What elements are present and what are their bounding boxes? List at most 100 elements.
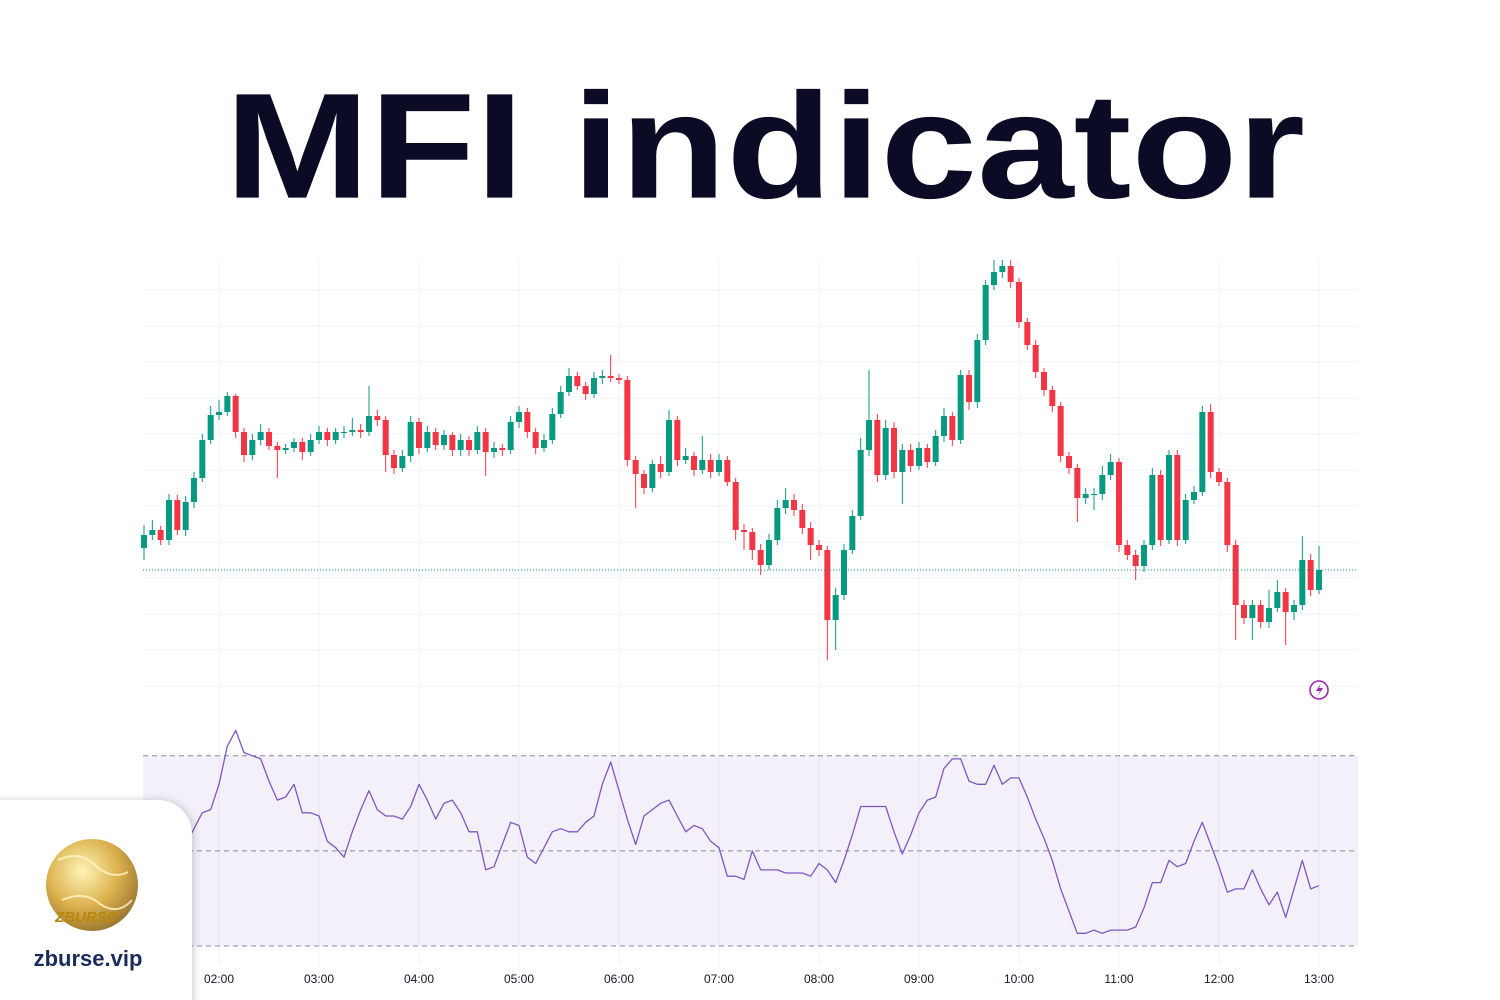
candle-body	[191, 478, 197, 502]
candle-body	[274, 446, 281, 450]
candle-body	[766, 540, 772, 565]
candle-body	[1191, 492, 1197, 500]
logo-globe	[46, 839, 138, 931]
candle-body	[907, 450, 914, 466]
candle-body	[966, 375, 972, 402]
candle-body	[549, 414, 556, 440]
candle-body	[916, 448, 922, 466]
candle-body	[1082, 494, 1089, 498]
chart-title: MFI indicator	[225, 62, 1305, 230]
candle-body	[1249, 605, 1256, 618]
candle-body	[749, 532, 756, 550]
x-tick-label: 02:00	[204, 972, 234, 986]
candle-body	[774, 508, 781, 540]
candle-body	[949, 416, 956, 440]
candle-body	[366, 416, 372, 432]
candle-body	[241, 432, 247, 455]
candle-body	[541, 440, 547, 448]
candle-body	[857, 450, 864, 516]
candle-body	[449, 435, 456, 450]
candle-body	[924, 448, 931, 462]
candle-body	[374, 416, 381, 420]
candle-body	[307, 440, 314, 452]
candle-body	[832, 595, 839, 620]
candle-body	[382, 420, 389, 455]
candle-body	[741, 530, 747, 532]
candle-body	[716, 460, 722, 472]
alert-icon	[1309, 680, 1329, 700]
x-tick-label: 03:00	[304, 972, 334, 986]
candle-body	[649, 464, 656, 488]
candle-body	[1074, 468, 1081, 498]
candle-body	[732, 482, 739, 530]
candle-body	[441, 435, 447, 445]
candle-body	[182, 502, 189, 530]
candle-body	[1007, 266, 1014, 282]
candle-body	[1307, 560, 1314, 590]
candle-body	[941, 416, 947, 436]
candle-body	[516, 412, 522, 422]
logo-site: zburse.vip	[34, 946, 143, 971]
x-tick-label: 13:00	[1304, 972, 1334, 986]
x-tick-label: 08:00	[804, 972, 834, 986]
candle-body	[666, 420, 672, 472]
candle-body	[282, 448, 289, 450]
candle-body	[557, 392, 564, 414]
x-tick-label: 04:00	[404, 972, 434, 986]
candle-body	[407, 422, 414, 456]
candle-body	[982, 285, 989, 340]
candle-body	[607, 376, 614, 378]
candle-body	[591, 378, 597, 394]
candle-body	[1149, 475, 1156, 545]
grid	[143, 260, 1358, 965]
candle-body	[1266, 608, 1272, 622]
candle-body	[474, 432, 481, 450]
candle-body	[707, 460, 714, 472]
candle-body	[1157, 475, 1164, 540]
candle-body	[1199, 412, 1206, 492]
candle-body	[1049, 390, 1056, 406]
candle-body	[799, 510, 806, 528]
candle-body	[1057, 406, 1064, 456]
candle-body	[874, 420, 881, 475]
candle-body	[491, 448, 497, 452]
candle-body	[1066, 456, 1072, 468]
candle-body	[757, 550, 764, 565]
candle-body	[499, 448, 506, 450]
candle-body	[999, 266, 1006, 272]
candle-body	[1132, 555, 1139, 566]
candle-body	[1091, 494, 1097, 495]
candle-body	[899, 450, 906, 472]
candle-body	[174, 500, 181, 530]
candle-body	[674, 420, 681, 460]
candle-body	[316, 432, 322, 440]
candle-body	[882, 428, 889, 475]
candle-body	[1166, 455, 1172, 540]
x-tick-label: 12:00	[1204, 972, 1234, 986]
candle-body	[957, 375, 964, 440]
candle-body	[632, 460, 639, 474]
candle-body	[432, 432, 439, 445]
candle-body	[249, 440, 256, 455]
candle-body	[991, 272, 997, 285]
candle-body	[341, 432, 347, 433]
candle-body	[224, 396, 231, 412]
candle-body	[324, 432, 331, 440]
candle-body	[1216, 472, 1222, 482]
candle-body	[1182, 500, 1189, 540]
candle-body	[216, 412, 222, 415]
candle-body	[232, 396, 239, 432]
candle-body	[349, 430, 356, 432]
candle-body	[157, 530, 164, 540]
candle-body	[1116, 462, 1122, 545]
candle-body	[849, 516, 856, 550]
marks: 02:00 03:00 04:00 05:00 06:00 07:00 08:00 09:00…	[141, 260, 1358, 986]
candle-body	[507, 422, 514, 450]
candle-body	[1041, 372, 1047, 390]
candle-body	[932, 436, 939, 462]
logo: ZBURSE zburse.vip	[0, 800, 192, 1000]
mfi-line	[185, 729, 1320, 934]
